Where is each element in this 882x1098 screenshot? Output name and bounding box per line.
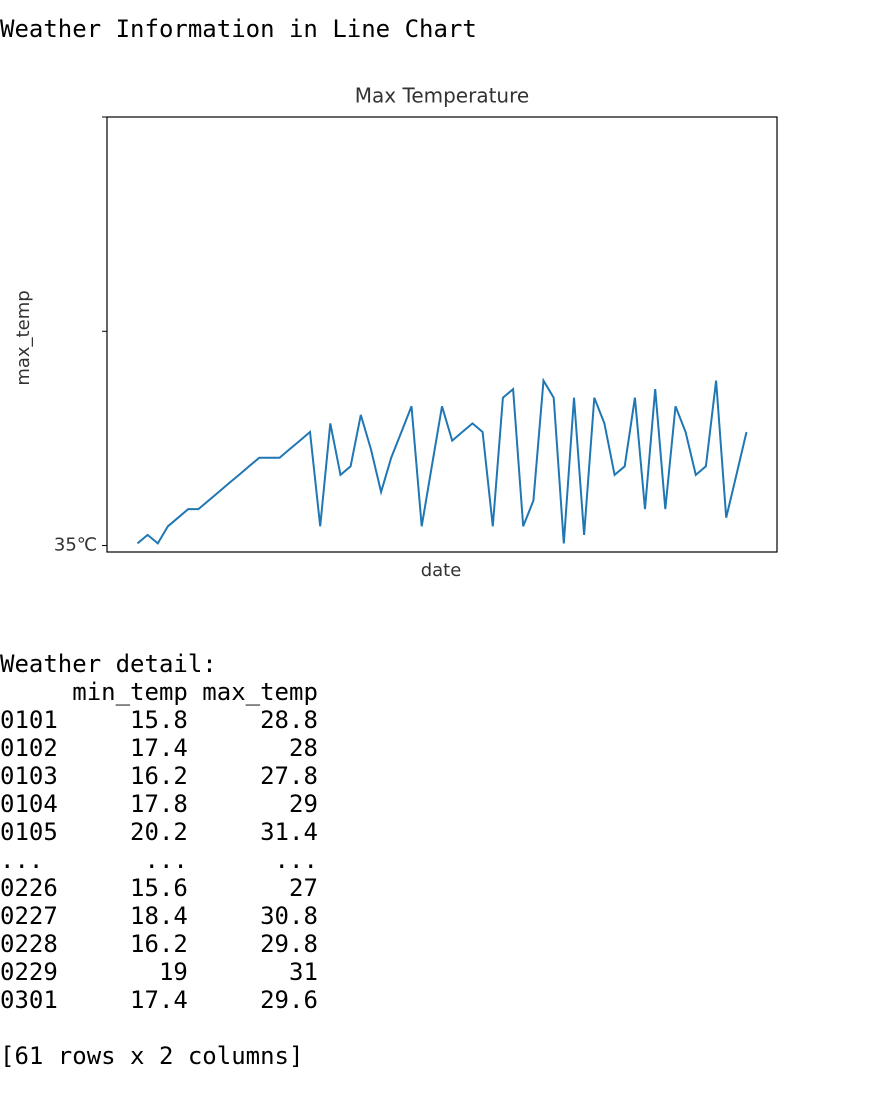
cell: 29 (289, 790, 318, 818)
chart-title: Max Temperature (355, 84, 529, 108)
cell: 29.6 (260, 986, 318, 1014)
row-index: 0102 (0, 734, 58, 762)
row-index: 0227 (0, 902, 58, 930)
cell: 16.2 (130, 930, 188, 958)
row-index: 0301 (0, 986, 58, 1014)
cell: 31 (289, 958, 318, 986)
table-title: Weather detail: (0, 650, 217, 678)
column-header: min_temp (72, 678, 188, 706)
cell: 18.4 (130, 902, 188, 930)
cell: 16.2 (130, 762, 188, 790)
row-index: 0228 (0, 930, 58, 958)
cell: 17.4 (130, 986, 188, 1014)
cell: 28.8 (260, 706, 318, 734)
table-footer: [61 rows x 2 columns] (0, 1042, 304, 1070)
cell: 17.8 (130, 790, 188, 818)
row-index: 0104 (0, 790, 58, 818)
cell: 31.4 (260, 818, 318, 846)
y-tick-label: 35℃ (54, 535, 97, 556)
row-index: 0226 (0, 874, 58, 902)
row-index: 0229 (0, 958, 58, 986)
cell: 20.2 (130, 818, 188, 846)
cell: 15.6 (130, 874, 188, 902)
cell: 27.8 (260, 762, 318, 790)
cell: 27 (289, 874, 318, 902)
row-index: 0105 (0, 818, 58, 846)
cell: 19 (158, 958, 188, 986)
chart: Max Temperature date max_temp 35℃ (13, 84, 778, 581)
x-axis-label: date (421, 560, 462, 581)
data-line (136, 377, 748, 545)
plot-frame (106, 116, 778, 553)
cell: 15.8 (130, 706, 188, 734)
cell: 29.8 (260, 930, 318, 958)
y-axis-label: max_temp (13, 290, 34, 385)
cell: ... (274, 846, 318, 874)
row-index: ... (0, 846, 44, 874)
cell: ... (144, 846, 188, 874)
page-title: Weather Information in Line Chart (0, 15, 477, 43)
row-index: 0101 (0, 706, 58, 734)
cell: 30.8 (260, 902, 318, 930)
cell: 17.4 (130, 734, 188, 762)
column-header: max_temp (202, 678, 318, 706)
cell: 28 (289, 734, 318, 762)
row-index: 0103 (0, 762, 58, 790)
